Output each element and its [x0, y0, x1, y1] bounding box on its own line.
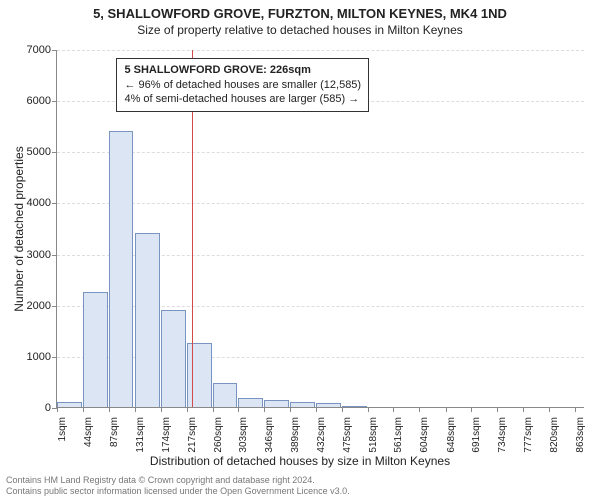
x-axis-label: Distribution of detached houses by size …: [0, 454, 600, 468]
y-tick-label: 6000: [27, 95, 57, 107]
chart-title-main: 5, SHALLOWFORD GROVE, FURZTON, MILTON KE…: [0, 6, 600, 21]
histogram-bar: [342, 406, 367, 407]
x-tick-label: 389sqm: [290, 413, 301, 453]
x-tick-label: 777sqm: [523, 413, 534, 453]
y-tick-label: 0: [45, 402, 57, 414]
histogram-bar: [83, 292, 108, 407]
x-tick-label: 303sqm: [238, 413, 249, 453]
x-tick-label: 475sqm: [342, 413, 353, 453]
x-tick-label: 131sqm: [135, 413, 146, 453]
x-tick-label: 432sqm: [316, 413, 327, 453]
x-tick-label: 346sqm: [264, 413, 275, 453]
histogram-bar: [135, 233, 160, 407]
chart-title-sub: Size of property relative to detached ho…: [0, 23, 600, 37]
x-tick-label: 561sqm: [393, 413, 404, 453]
grid-line: [57, 203, 584, 204]
footer-attribution: Contains HM Land Registry data © Crown c…: [6, 475, 350, 497]
histogram-bar: [187, 343, 212, 407]
x-tick-label: 217sqm: [187, 413, 198, 453]
y-tick-label: 3000: [27, 249, 57, 261]
chart-plot: 010002000300040005000600070001sqm44sqm87…: [56, 50, 584, 408]
info-box: 5 SHALLOWFORD GROVE: 226sqm← 96% of deta…: [116, 58, 369, 113]
histogram-bar: [238, 398, 263, 407]
histogram-bar: [161, 310, 186, 407]
x-tick-label: 1sqm: [57, 413, 68, 441]
x-tick-label: 734sqm: [497, 413, 508, 453]
x-tick-label: 648sqm: [446, 413, 457, 453]
x-tick-label: 820sqm: [549, 413, 560, 453]
y-tick-label: 4000: [27, 197, 57, 209]
histogram-bar: [109, 131, 134, 407]
y-axis-label: Number of detached properties: [12, 64, 26, 229]
y-tick-label: 5000: [27, 146, 57, 158]
x-tick-label: 863sqm: [575, 413, 586, 453]
info-box-line: 5 SHALLOWFORD GROVE: 226sqm: [124, 63, 361, 78]
x-tick-label: 174sqm: [161, 413, 172, 453]
footer-line-2: Contains public sector information licen…: [6, 486, 350, 497]
grid-line: [57, 152, 584, 153]
footer-line-1: Contains HM Land Registry data © Crown c…: [6, 475, 350, 486]
x-tick-label: 691sqm: [471, 413, 482, 453]
y-tick-label: 1000: [27, 351, 57, 363]
histogram-bar: [264, 400, 289, 407]
histogram-bar: [213, 383, 238, 407]
info-box-line: 4% of semi-detached houses are larger (5…: [124, 92, 361, 107]
y-tick-label: 2000: [27, 300, 57, 312]
x-tick-label: 87sqm: [109, 413, 120, 447]
info-box-line: ← 96% of detached houses are smaller (12…: [124, 78, 361, 93]
x-tick-label: 518sqm: [368, 413, 379, 453]
x-tick-label: 260sqm: [213, 413, 224, 453]
histogram-bar: [57, 402, 82, 407]
histogram-bar: [290, 402, 315, 407]
y-tick-label: 7000: [27, 44, 57, 56]
grid-line: [57, 50, 584, 51]
x-tick-label: 604sqm: [419, 413, 430, 453]
x-tick-label: 44sqm: [83, 413, 94, 447]
histogram-bar: [316, 403, 341, 407]
